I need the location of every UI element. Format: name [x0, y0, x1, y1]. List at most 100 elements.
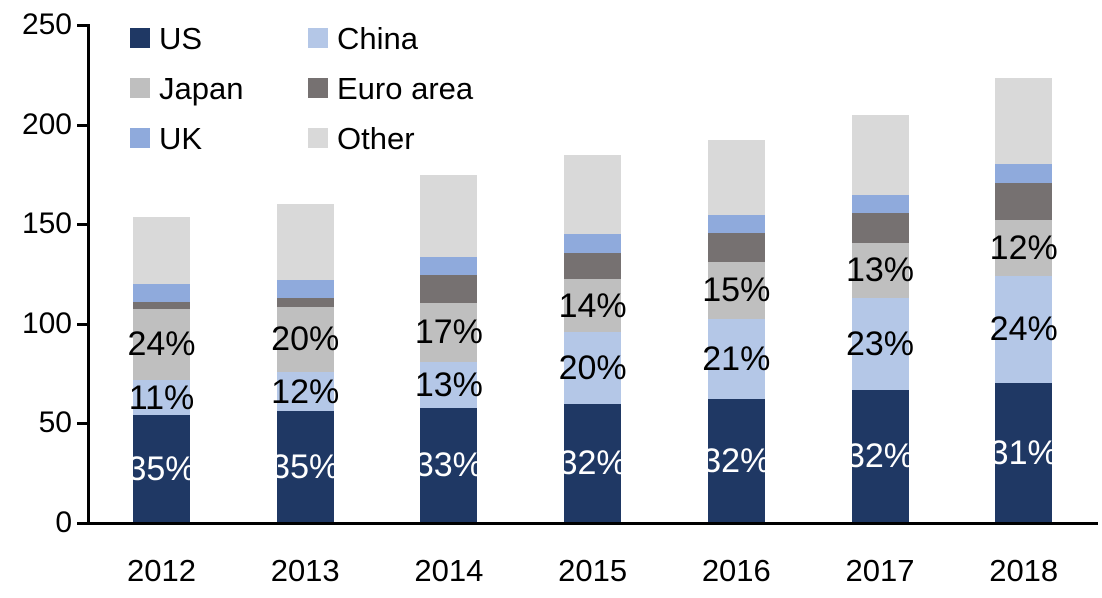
- bar-segment-japan-2017: [851, 242, 909, 298]
- bar-label-us-2018: 31%: [989, 433, 1058, 472]
- y-axis-line: [87, 24, 90, 525]
- bar-segment-china-2016: [707, 318, 765, 400]
- y-tick-label: 0: [55, 505, 72, 539]
- y-tick: [77, 322, 87, 326]
- bar-segment-japan-2012: [133, 308, 190, 381]
- legend-item-euro-area: Euro area: [308, 73, 473, 104]
- bar-segment-us-2014: [420, 408, 478, 523]
- bar-label-china-2018: 24%: [989, 310, 1058, 349]
- bar-label-china-2015: 20%: [558, 349, 627, 388]
- x-axis-line: [87, 521, 1098, 525]
- legend-label-us: US: [159, 20, 203, 56]
- bar-segment-uk-2018: [995, 164, 1053, 184]
- bar-segment-uk-2015: [564, 233, 622, 253]
- bar-label-japan-2018: 12%: [989, 228, 1058, 267]
- bar-label-china-2016: 21%: [702, 339, 771, 378]
- bar-segment-uk-2017: [851, 195, 909, 214]
- bar-label-japan-2013: 20%: [271, 320, 340, 359]
- bar-label-china-2017: 23%: [845, 324, 915, 363]
- bar-segment-euro-area-2018: [995, 183, 1053, 221]
- bar-segment-euro-area-2014: [420, 274, 478, 303]
- legend-item-us: US: [130, 23, 202, 54]
- legend-label-euro-area: Euro area: [337, 70, 474, 106]
- bar-label-us-2013: 35%: [271, 447, 340, 486]
- bar-segment-japan-2016: [707, 261, 765, 319]
- bar-segment-japan-2014: [420, 302, 478, 363]
- bar-label-china-2012: 11%: [128, 378, 195, 417]
- y-tick-label: 100: [21, 306, 72, 340]
- bar-segment-us-2018: [995, 383, 1053, 523]
- legend-swatch-us: [130, 28, 150, 48]
- bar-label-us-2015: 32%: [558, 444, 627, 483]
- y-tick: [77, 422, 87, 425]
- bar-segment-china-2013: [276, 372, 334, 412]
- bar-segment-china-2012: [133, 380, 190, 416]
- y-tick-label: 150: [21, 207, 72, 240]
- bar-segment-china-2017: [851, 297, 909, 391]
- bar-label-china-2014: 13%: [414, 366, 483, 405]
- y-tick: [77, 24, 87, 27]
- bar-segment-uk-2012: [133, 283, 190, 302]
- legend-swatch-other: [308, 128, 328, 148]
- legend-item-china: China: [308, 23, 418, 54]
- bar-segment-japan-2018: [995, 220, 1053, 276]
- bar-segment-euro-area-2016: [707, 232, 765, 262]
- y-tick: [77, 521, 87, 525]
- bar-segment-china-2015: [564, 332, 622, 405]
- y-tick-label: 50: [38, 406, 72, 439]
- legend-swatch-uk: [130, 128, 150, 148]
- bar-segment-uk-2016: [707, 215, 765, 233]
- bar-label-us-2012: 35%: [127, 449, 196, 488]
- bar-segment-uk-2014: [420, 256, 478, 275]
- x-tick-label-2016: 2016: [701, 553, 771, 588]
- x-tick-label-2017: 2017: [845, 553, 915, 588]
- bar-segment-other-2017: [851, 114, 909, 196]
- bar-segment-us-2013: [276, 411, 334, 523]
- legend-swatch-china: [308, 28, 328, 48]
- bar-segment-other-2016: [707, 140, 765, 216]
- bar-segment-other-2013: [276, 204, 334, 280]
- bar-label-japan-2017: 13%: [845, 251, 915, 290]
- bar-segment-us-2016: [707, 399, 765, 523]
- x-tick-label-2013: 2013: [270, 553, 340, 588]
- bar-segment-japan-2013: [276, 306, 334, 373]
- legend-item-other: Other: [308, 123, 415, 154]
- bar-label-japan-2015: 14%: [558, 286, 627, 325]
- bar-segment-other-2015: [564, 155, 622, 234]
- legend-label-china: China: [337, 20, 418, 56]
- bar-segment-uk-2013: [276, 279, 334, 298]
- bar-segment-other-2012: [133, 217, 190, 284]
- bar-segment-us-2015: [564, 404, 622, 523]
- x-tick-label-2012: 2012: [127, 553, 196, 588]
- bar-label-japan-2016: 15%: [702, 271, 771, 310]
- y-tick-label: 200: [21, 107, 72, 141]
- legend-swatch-japan: [130, 78, 150, 98]
- bar-segment-euro-area-2015: [564, 252, 622, 279]
- bar-segment-us-2017: [851, 390, 909, 523]
- y-tick: [77, 123, 87, 127]
- legend-label-other: Other: [337, 120, 415, 156]
- bar-segment-euro-area-2017: [851, 213, 909, 243]
- legend-label-japan: Japan: [159, 70, 244, 106]
- bar-segment-other-2014: [420, 175, 478, 257]
- legend-item-japan: Japan: [130, 73, 243, 104]
- legend-item-uk: UK: [130, 123, 202, 154]
- bar-label-japan-2014: 17%: [414, 313, 483, 352]
- legend-swatch-euro-area: [308, 78, 328, 98]
- bar-label-japan-2012: 24%: [127, 325, 196, 364]
- y-tick-label: 250: [21, 8, 72, 41]
- legend-label-uk: UK: [159, 120, 203, 156]
- x-tick-label-2014: 2014: [414, 553, 484, 588]
- bar-label-china-2013: 12%: [271, 372, 340, 411]
- bar-label-us-2014: 33%: [414, 446, 483, 485]
- bar-segment-euro-area-2012: [133, 301, 190, 309]
- y-tick: [77, 223, 87, 226]
- bar-segment-euro-area-2013: [276, 297, 334, 307]
- bar-segment-japan-2015: [564, 278, 622, 333]
- x-tick-label-2015: 2015: [558, 553, 628, 588]
- bar-segment-us-2012: [133, 415, 190, 523]
- x-tick-label-2018: 2018: [989, 553, 1059, 588]
- bar-label-us-2017: 32%: [845, 437, 915, 476]
- bar-segment-china-2018: [995, 275, 1053, 384]
